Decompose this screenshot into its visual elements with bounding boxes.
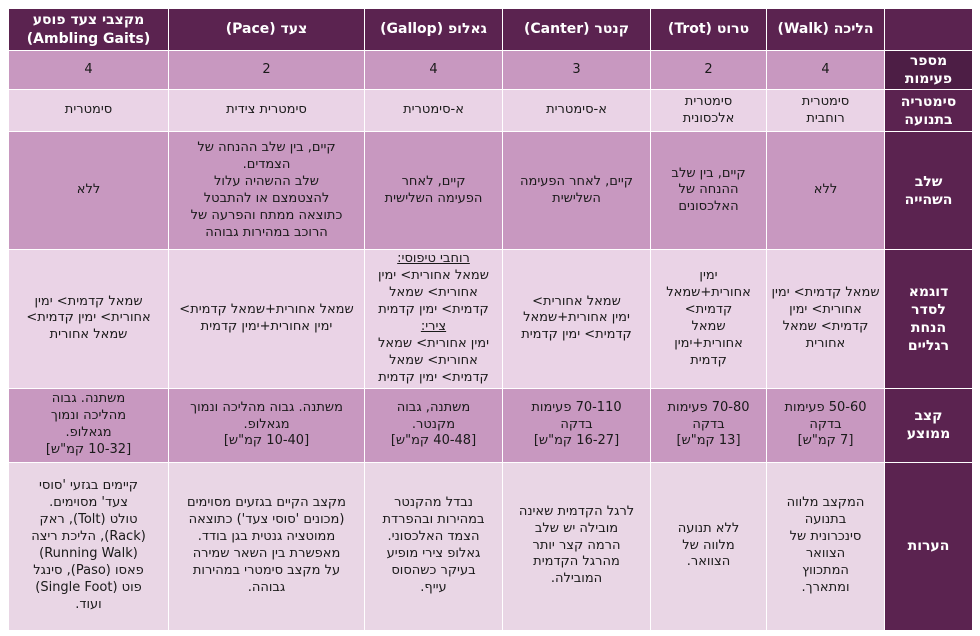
cell-suspension-ambling: ללא <box>8 131 169 251</box>
cell-speed-pace: משתנה. גבוה מהליכה ונמוך מגאלופ. [10-40 … <box>168 387 365 463</box>
row-label-speed: קצב ממוצע <box>884 387 973 463</box>
cell-beats-gallop: 4 <box>364 49 503 91</box>
header-trot: טרוט (Trot) <box>650 8 767 51</box>
row-label-order: דוגמא לסדר הנחת רגליים <box>884 249 973 389</box>
cell-notes-gallop: נבדל מהקנטר במהירות ובהפרדת הצמד האלכסונ… <box>364 461 503 631</box>
cell-order-walk: שמאל קדמית> ימין אחורית> ימין קדמית> שמא… <box>766 249 885 389</box>
gallop-label-lateral: רוחבי טיפוסי: <box>397 251 470 267</box>
header-ambling: מקצבי צעד פוסע (Ambling Gaits) <box>8 8 169 51</box>
row-label-symmetry: סימטריה בתנועה <box>884 89 973 133</box>
cell-notes-trot: ללא תנועה מלווה של הצוואר. <box>650 461 767 631</box>
cell-order-canter: שמאל אחורית> ימין אחורית+שמאל קדמית> ימי… <box>502 249 651 389</box>
gallop-label-rotary: צירי: <box>420 318 447 334</box>
gaits-comparison-table: הליכה (Walk) טרוט (Trot) קנטר (Canter) ג… <box>8 8 973 631</box>
cell-symmetry-walk: סימטרית רוחבית <box>766 89 885 133</box>
cell-beats-pace: 2 <box>168 49 365 91</box>
row-label-suspension: שלב השהייה <box>884 131 973 251</box>
cell-speed-trot: 70-80 פעימות בדקה [13 קמ"ש] <box>650 387 767 463</box>
cell-notes-pace: מקצב הקיים בגזעים מסוימים (מכונים 'סוסי … <box>168 461 365 631</box>
corner-cell <box>884 8 973 51</box>
cell-notes-canter: לרגל הקדמית שאינה מובילה יש שלב הרמה קצר… <box>502 461 651 631</box>
cell-order-gallop: רוחבי טיפוסי: שמאל אחורית> ימין אחורית> … <box>364 249 503 389</box>
gallop-order-rotary: ימין אחורית> שמאל אחורית> שמאל קדמית> ימ… <box>378 335 489 385</box>
cell-symmetry-canter: א-סימטרית <box>502 89 651 133</box>
cell-symmetry-ambling: סימטרית <box>8 89 169 133</box>
header-pace: צעד (Pace) <box>168 8 365 51</box>
cell-speed-canter: 70-110 פעימות בדקה [16-27 קמ"ש] <box>502 387 651 463</box>
row-symmetry: סימטריה בתנועה סימטרית רוחבית סימטרית אל… <box>8 89 973 133</box>
cell-notes-walk: המקצב מלווה בתנועה סינכרונית של הצוואר ה… <box>766 461 885 631</box>
header-row: הליכה (Walk) טרוט (Trot) קנטר (Canter) ג… <box>8 8 973 51</box>
gaits-table-container: הליכה (Walk) טרוט (Trot) קנטר (Canter) ג… <box>8 8 973 631</box>
cell-speed-gallop: משתנה, גבוה מקנטר. [40-48 קמ"ש] <box>364 387 503 463</box>
cell-symmetry-trot: סימטרית אלכסונית <box>650 89 767 133</box>
header-walk: הליכה (Walk) <box>766 8 885 51</box>
cell-notes-ambling: קיימים בגזעי 'סוסי צעד' מסוימים. טולט (T… <box>8 461 169 631</box>
cell-suspension-pace: קיים, בין שלב ההנחה של הצמדים. שלב ההשהי… <box>168 131 365 251</box>
gallop-order-lateral: שמאל אחורית> ימין אחורית> שמאל קדמית> ימ… <box>378 268 489 318</box>
cell-symmetry-gallop: א-סימטרית <box>364 89 503 133</box>
cell-order-pace: שמאל אחורית+שמאל קדמית> ימין אחורית+ימין… <box>168 249 365 389</box>
cell-suspension-trot: קיים, בין שלב ההנחה של האלכסונים <box>650 131 767 251</box>
cell-suspension-gallop: קיים, לאחר הפעימה השלישית <box>364 131 503 251</box>
cell-beats-trot: 2 <box>650 49 767 91</box>
cell-beats-walk: 4 <box>766 49 885 91</box>
cell-order-trot: ימין אחורית+שמאל קדמית> שמאל אחורית+ימין… <box>650 249 767 389</box>
row-suspension: שלב השהייה ללא קיים, בין שלב ההנחה של הא… <box>8 131 973 251</box>
cell-symmetry-pace: סימטרית צידית <box>168 89 365 133</box>
row-label-notes: הערות <box>884 461 973 631</box>
cell-speed-walk: 50-60 פעימות בדקה [7 קמ"ש] <box>766 387 885 463</box>
cell-suspension-walk: ללא <box>766 131 885 251</box>
row-order: דוגמא לסדר הנחת רגליים שמאל קדמית> ימין … <box>8 249 973 389</box>
cell-beats-ambling: 4 <box>8 49 169 91</box>
cell-suspension-canter: קיים, לאחר הפעימה השלישית <box>502 131 651 251</box>
row-notes: הערות המקצב מלווה בתנועה סינכרונית של הצ… <box>8 461 973 631</box>
cell-beats-canter: 3 <box>502 49 651 91</box>
header-canter: קנטר (Canter) <box>502 8 651 51</box>
cell-order-ambling: שמאל קדמית> ימין אחורית> ימין קדמית> שמא… <box>8 249 169 389</box>
row-beats: מספר פעימות 4 2 3 4 2 4 <box>8 49 973 91</box>
row-label-beats: מספר פעימות <box>884 49 973 91</box>
row-speed: קצב ממוצע 50-60 פעימות בדקה [7 קמ"ש] 70-… <box>8 387 973 463</box>
cell-speed-ambling: משתנה. גבוה מהליכה ונמוך מגאלופ. [10-32 … <box>8 387 169 463</box>
header-gallop: גאלופ (Gallop) <box>364 8 503 51</box>
